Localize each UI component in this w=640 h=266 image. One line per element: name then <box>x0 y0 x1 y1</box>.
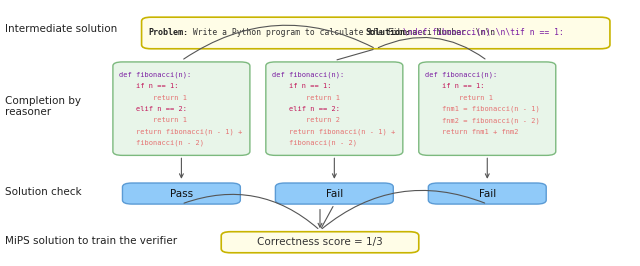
Text: def fibonacci(n):: def fibonacci(n): <box>425 72 497 78</box>
Text: return fibonacci(n - 1) +: return fibonacci(n - 1) + <box>119 128 243 135</box>
FancyBboxPatch shape <box>275 183 394 204</box>
Text: fibonacci(n - 2): fibonacci(n - 2) <box>119 140 204 146</box>
Text: Problem:: Problem: <box>148 28 188 38</box>
FancyBboxPatch shape <box>221 232 419 253</box>
Text: fibonacci(n - 2): fibonacci(n - 2) <box>272 140 357 146</box>
Text: Fail: Fail <box>479 189 496 198</box>
Text: return fnm1 + fnm2: return fnm1 + fnm2 <box>425 128 518 135</box>
Text: Write a Python program to calculate the Fibonacci Number. \n\n: Write a Python program to calculate the … <box>188 28 495 38</box>
Text: Completion by
reasoner: Completion by reasoner <box>4 96 81 118</box>
Text: elif n == 2:: elif n == 2: <box>272 106 340 112</box>
Text: if n == 1:: if n == 1: <box>425 83 484 89</box>
Text: Fail: Fail <box>326 189 343 198</box>
FancyBboxPatch shape <box>428 183 546 204</box>
Text: return 1: return 1 <box>119 95 188 101</box>
Text: return fibonacci(n - 1) +: return fibonacci(n - 1) + <box>272 128 396 135</box>
Text: if n == 1:: if n == 1: <box>272 83 332 89</box>
Text: if n == 1:: if n == 1: <box>119 83 179 89</box>
Text: Solution check: Solution check <box>4 187 81 197</box>
Text: \ndef fibonacci(n):\n\tif n == 1:: \ndef fibonacci(n):\n\tif n == 1: <box>403 28 564 38</box>
FancyBboxPatch shape <box>113 62 250 155</box>
FancyBboxPatch shape <box>122 183 241 204</box>
Text: return 2: return 2 <box>272 117 340 123</box>
Text: MiPS solution to train the verifier: MiPS solution to train the verifier <box>4 236 177 246</box>
FancyBboxPatch shape <box>419 62 556 155</box>
FancyBboxPatch shape <box>266 62 403 155</box>
Text: fnm1 = fibonacci(n - 1): fnm1 = fibonacci(n - 1) <box>425 106 540 113</box>
Text: return 1: return 1 <box>425 95 493 101</box>
Text: Intermediate solution: Intermediate solution <box>4 24 117 34</box>
Text: Correctness score = 1/3: Correctness score = 1/3 <box>257 237 383 247</box>
Text: Pass: Pass <box>170 189 193 198</box>
Text: return 1: return 1 <box>272 95 340 101</box>
Text: return 1: return 1 <box>119 117 188 123</box>
FancyBboxPatch shape <box>141 17 610 49</box>
Text: elif n == 2:: elif n == 2: <box>119 106 188 112</box>
Text: def fibonacci(n):: def fibonacci(n): <box>272 72 344 78</box>
Text: def fibonacci(n):: def fibonacci(n): <box>119 72 191 78</box>
Text: Solution:: Solution: <box>365 28 410 38</box>
Text: fnm2 = fibonacci(n - 2): fnm2 = fibonacci(n - 2) <box>425 117 540 124</box>
